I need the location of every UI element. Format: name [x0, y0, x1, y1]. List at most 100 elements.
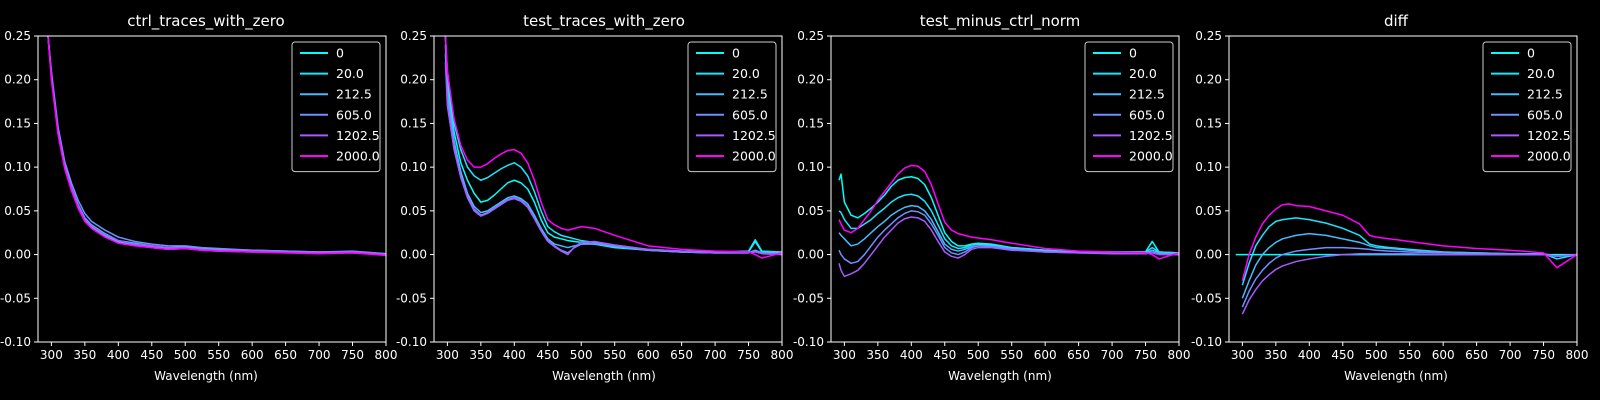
series-group	[838, 164, 1179, 278]
legend: 0 20.0 212.5 605.0 1202.5 2000.0	[291, 41, 381, 173]
legend-label: 212.5	[732, 87, 768, 102]
x-tick-label: 450	[1331, 348, 1354, 362]
x-axis-label: Wavelength (nm)	[948, 369, 1052, 383]
series-line-5	[444, 36, 782, 259]
series-line-4	[444, 62, 782, 256]
x-tick-label: 550	[1000, 348, 1023, 362]
panel-title: test_minus_ctrl_norm	[920, 12, 1081, 31]
series-line-3	[47, 36, 386, 255]
panel-diff: diff Wavelength (nm) 300 350 400 450 500 550 6…	[1191, 12, 1589, 383]
y-tick-label: -0.10	[1191, 335, 1222, 349]
legend-label: 1202.5	[336, 128, 380, 143]
x-tick-label: 800	[1566, 348, 1589, 362]
x-tick-label: 300	[40, 348, 63, 362]
plot-frame	[37, 35, 387, 343]
x-tick-label: 600	[1034, 348, 1057, 362]
legend-label: 2000.0	[336, 149, 380, 164]
panel-test-traces-with-zero: test_traces_with_zero Wavelength (nm) 30…	[396, 12, 794, 383]
y-tick-label: 0.10	[4, 160, 31, 174]
series-line-2	[1241, 232, 1577, 299]
legend: 0 20.0 212.5 605.0 1202.5 2000.0	[1084, 41, 1174, 173]
x-tick-label: 350	[1264, 348, 1287, 362]
legend-label: 0	[732, 46, 740, 61]
y-tick-label: -0.10	[0, 335, 31, 349]
panel-title: ctrl_traces_with_zero	[127, 12, 284, 31]
series-line-4	[47, 36, 386, 256]
x-tick-label: 650	[1465, 348, 1488, 362]
x-tick-label: 500	[174, 348, 197, 362]
x-tick-label: 300	[436, 348, 459, 362]
x-tick-label: 700	[308, 348, 331, 362]
series-line-3	[1241, 246, 1577, 308]
y-tick-label: 0.15	[1195, 116, 1222, 130]
panel-ctrl-traces-with-zero: ctrl_traces_with_zero Wavelength (nm) 30…	[0, 12, 397, 383]
y-tick-label: 0.15	[400, 116, 427, 130]
y-tick-label: 0.05	[4, 204, 31, 218]
series-group	[444, 36, 782, 259]
series-line-5	[838, 164, 1179, 260]
x-tick-label: 750	[1532, 348, 1555, 362]
x-tick-label: 500	[570, 348, 593, 362]
x-tick-label: 350	[866, 348, 889, 362]
x-tick-label: 400	[900, 348, 923, 362]
x-axis-label: Wavelength (nm)	[1344, 369, 1448, 383]
x-tick-label: 500	[1365, 348, 1388, 362]
x-axis-label: Wavelength (nm)	[552, 369, 656, 383]
y-tick-label: -0.10	[396, 335, 427, 349]
x-tick-label: 800	[771, 348, 794, 362]
x-tick-label: 600	[241, 348, 264, 362]
x-axis-label: Wavelength (nm)	[154, 369, 258, 383]
y-tick-label: 0.15	[797, 116, 824, 130]
y-tick-label: 0.05	[797, 204, 824, 218]
legend-label: 212.5	[1129, 87, 1165, 102]
legend-label: 0	[336, 46, 344, 61]
legend-label: 2000.0	[1129, 149, 1173, 164]
legend-label: 1202.5	[1527, 128, 1571, 143]
y-tick-label: 0.25	[400, 29, 427, 43]
y-tick-label: -0.05	[0, 291, 31, 305]
plot-frame	[433, 35, 783, 343]
legend-label: 605.0	[336, 107, 372, 122]
legend-label: 1202.5	[732, 128, 776, 143]
series-line-5	[1241, 203, 1577, 281]
legend-label: 20.0	[336, 66, 364, 81]
x-tick-label: 350	[73, 348, 96, 362]
panel-title: test_traces_with_zero	[523, 12, 685, 31]
series-group	[1235, 203, 1577, 315]
y-tick-label: 0.00	[4, 248, 31, 262]
y-tick-label: 0.25	[1195, 29, 1222, 43]
y-tick-label: -0.05	[396, 291, 427, 305]
x-tick-label: 750	[737, 348, 760, 362]
legend-label: 605.0	[732, 107, 768, 122]
x-tick-label: 300	[833, 348, 856, 362]
x-tick-label: 700	[1499, 348, 1522, 362]
x-tick-label: 750	[341, 348, 364, 362]
plot-frame	[1228, 35, 1578, 343]
legend-label: 20.0	[732, 66, 760, 81]
y-tick-label: 0.10	[797, 160, 824, 174]
x-tick-label: 400	[1298, 348, 1321, 362]
y-tick-label: -0.05	[1191, 291, 1222, 305]
legend-label: 2000.0	[732, 149, 776, 164]
x-tick-label: 650	[1067, 348, 1090, 362]
x-tick-label: 650	[274, 348, 297, 362]
legend-label: 0	[1527, 46, 1535, 61]
x-tick-label: 600	[1432, 348, 1455, 362]
series-line-5	[47, 36, 386, 257]
x-tick-label: 400	[503, 348, 526, 362]
y-tick-label: 0.20	[1195, 73, 1222, 87]
legend-label: 0	[1129, 46, 1137, 61]
x-tick-label: 700	[704, 348, 727, 362]
x-tick-label: 800	[1168, 348, 1191, 362]
x-tick-label: 300	[1231, 348, 1254, 362]
legend-label: 20.0	[1527, 66, 1555, 81]
legend-label: 212.5	[336, 87, 372, 102]
series-line-2	[838, 204, 1179, 255]
series-line-4	[838, 216, 1179, 278]
series-line-1	[838, 193, 1179, 254]
x-tick-label: 450	[140, 348, 163, 362]
y-tick-label: 0.20	[797, 73, 824, 87]
x-tick-label: 600	[637, 348, 660, 362]
x-tick-label: 550	[1398, 348, 1421, 362]
